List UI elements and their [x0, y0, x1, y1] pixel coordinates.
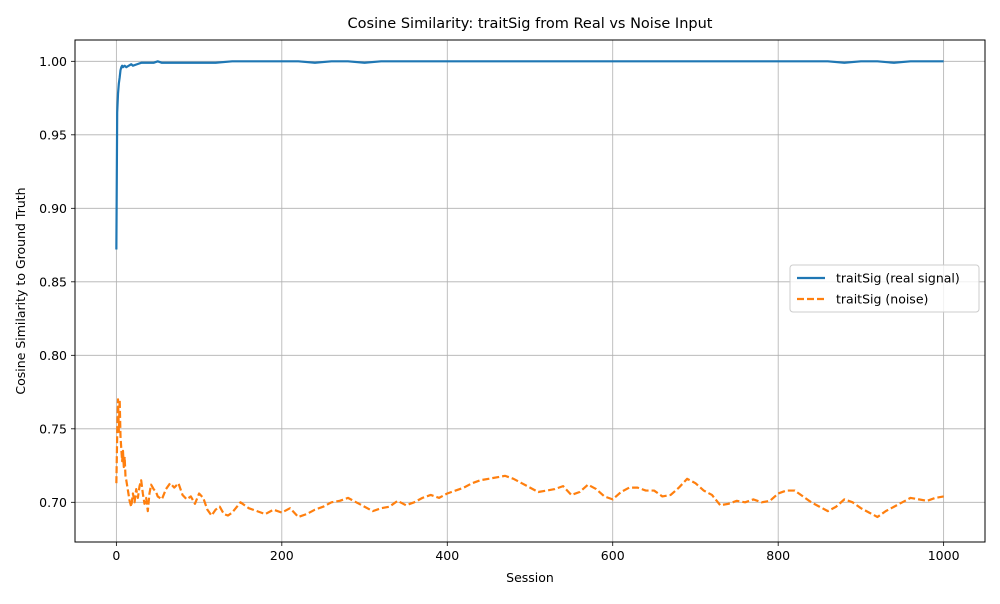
y-tick-label: 0.70 — [39, 495, 67, 510]
y-tick-label: 0.85 — [39, 274, 67, 289]
x-tick-label: 600 — [601, 548, 625, 563]
y-tick-label: 0.90 — [39, 201, 67, 216]
series-lines — [115, 60, 944, 519]
x-tick-label: 1000 — [928, 548, 960, 563]
x-tick-label: 200 — [270, 548, 294, 563]
legend: traitSig (real signal) traitSig (noise) — [789, 264, 980, 313]
x-tick-label: 400 — [435, 548, 459, 563]
axis-ticks: 0 200 400 600 800 1000 0.70 0.75 0.80 0.85 0.90 0.9… — [39, 54, 959, 563]
plot-area-frame — [74, 39, 986, 543]
x-tick-label: 0 — [112, 548, 120, 563]
x-tick-label: 800 — [766, 548, 790, 563]
legend-box — [789, 264, 980, 313]
series-line-real-signal — [115, 60, 944, 250]
legend-label-noise: traitSig (noise) — [836, 292, 928, 307]
y-tick-label: 1.00 — [39, 54, 67, 69]
y-tick-label: 0.95 — [39, 127, 67, 142]
y-tick-label: 0.80 — [39, 348, 67, 363]
legend-label-real-signal: traitSig (real signal) — [836, 271, 960, 286]
y-axis-label: Cosine Similarity to Ground Truth — [13, 187, 28, 394]
x-axis-label: Session — [506, 570, 554, 585]
y-tick-label: 0.75 — [39, 421, 67, 436]
chart-title: Cosine Similarity: traitSig from Real vs… — [348, 16, 713, 32]
